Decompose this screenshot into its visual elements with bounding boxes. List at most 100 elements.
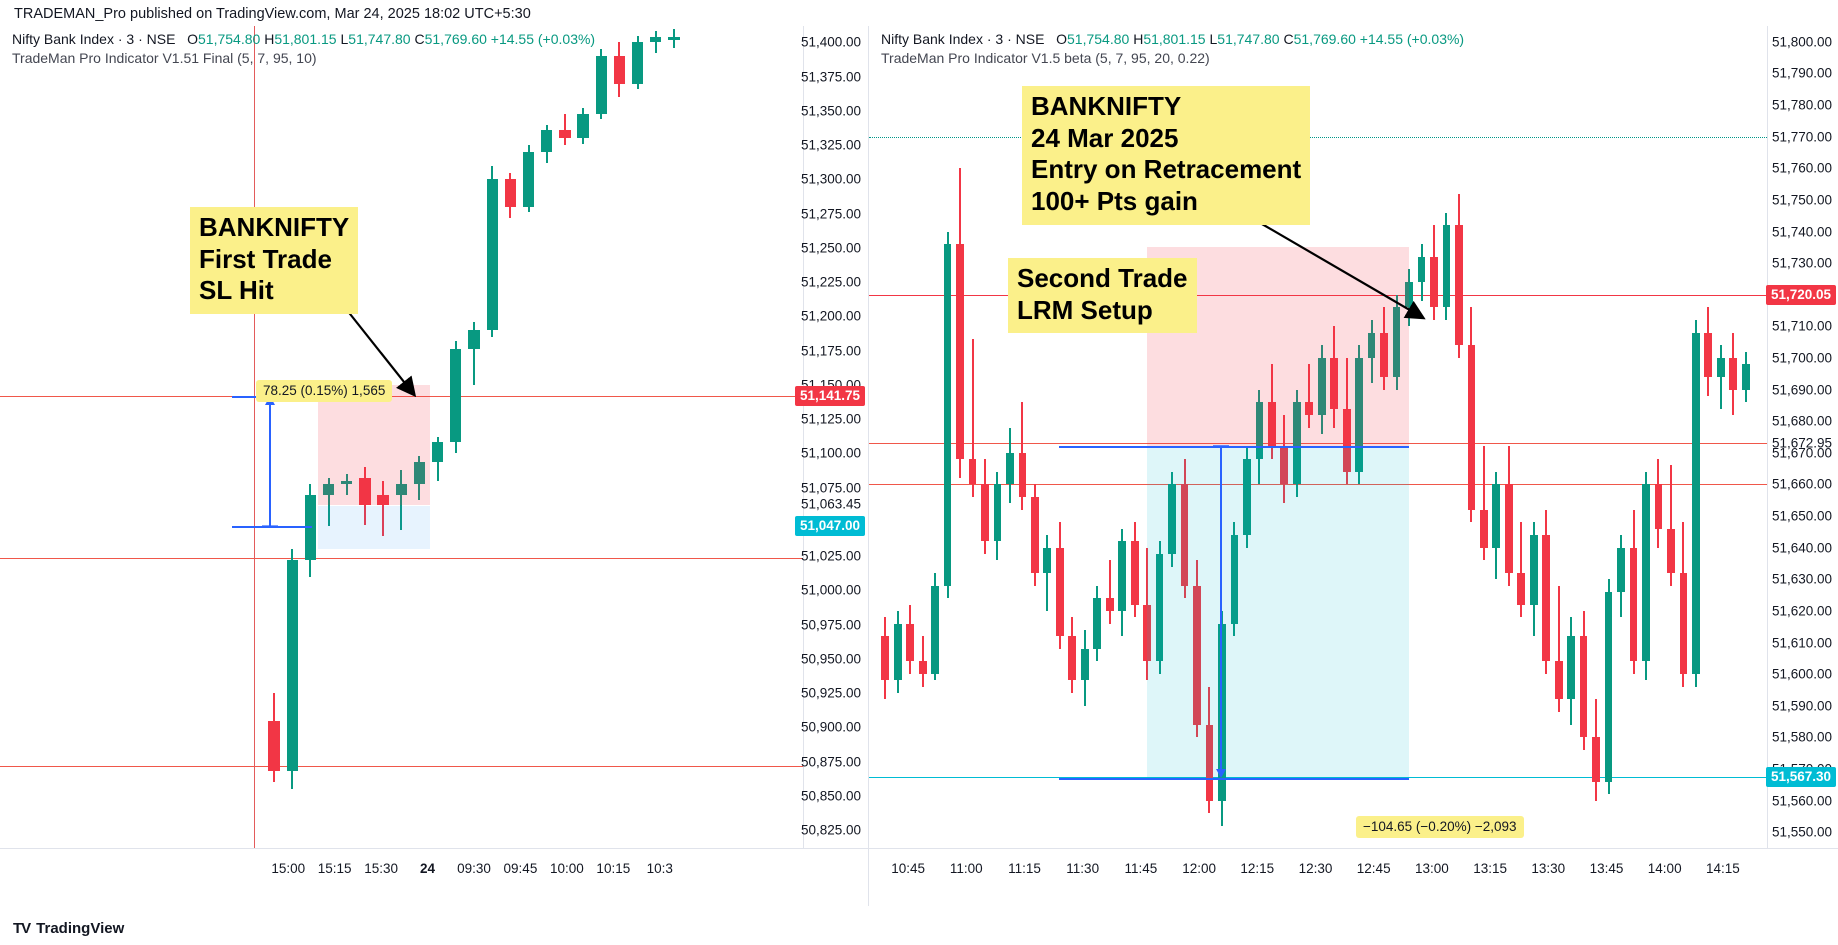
legend-l-value: 51,747.80 [1217,31,1280,47]
price-tick: 50,950.00 [800,651,861,667]
time-tick: 13:30 [1531,861,1566,876]
candle-wick [345,473,348,495]
price-level-line[interactable] [0,765,803,767]
price-tick: 51,590.00 [1771,698,1832,714]
plot-area-right[interactable] [869,26,1767,848]
candle-body [341,480,353,484]
time-tick: 24 [420,861,436,876]
time-tick: 15:30 [364,861,399,876]
plot-area-left[interactable] [0,26,803,848]
price-tick: 51,580.00 [1771,729,1832,745]
legend-symbol[interactable]: Nifty Bank Index [881,31,983,47]
target-line [1059,778,1409,781]
legend-interval[interactable]: 3 [995,31,1004,47]
price-scale-right[interactable]: 51,800.00 51,790.00 51,780.00 51,770.00 51,7… [1765,26,1838,848]
price-tick: 51,275.00 [800,206,861,222]
target-zone[interactable] [1147,446,1409,779]
legend-exchange: NSE [1015,31,1045,47]
legend-h-label: H [264,31,275,47]
legend-change: +14.55 (+0.03%) [1359,31,1465,47]
candle-body [1604,591,1613,782]
time-tick: 13:00 [1414,861,1449,876]
time-tick: 09:45 [503,861,538,876]
candle-body [1592,737,1600,782]
time-tick: 14:15 [1705,861,1740,876]
candle-body [1330,357,1339,409]
price-level-line[interactable] [869,136,1767,138]
price-tick: 51,025.00 [800,548,861,564]
candle-wick [1308,364,1311,428]
legend-l-label: L [1209,31,1218,47]
candle-body [1317,357,1326,415]
candle-body [1068,636,1077,681]
candle-body [1492,484,1501,548]
candle-body [1629,547,1638,662]
candle-body [1342,408,1351,472]
candle-body [1567,636,1576,700]
annotation-second-trade[interactable]: Second Trade LRM Setup [1008,258,1197,334]
time-tick: 11:00 [949,861,983,876]
candle-body [981,484,989,542]
legend-o-label: O [187,31,198,47]
candle-body [359,478,371,506]
candle-wick [327,478,330,527]
annotation-first-trade[interactable]: BANKNIFTY First Trade SL Hit [190,207,359,315]
price-tick: 51,350.00 [800,103,861,119]
candle-body [1729,357,1738,390]
candle-body [893,623,902,681]
candle-body [1667,528,1675,573]
legend-indicator-left[interactable]: TradeMan Pro Indicator V1.51 Final (5, 7… [12,50,317,66]
price-tick: 51,700.00 [1771,350,1832,366]
candle-body [1430,256,1438,308]
price-level-line[interactable] [0,557,803,559]
candle-body [918,661,927,675]
time-tick: 13:45 [1589,861,1624,876]
chart-panel-left[interactable]: Nifty Bank Index · 3 · NSE O51,754.80 H5… [0,26,868,906]
price-level-line[interactable] [869,443,1767,445]
last-price-badge: 51,141.75 [794,386,865,407]
price-tick: 51,790.00 [1771,65,1832,81]
candle-body [631,42,644,84]
candle-wick [400,469,403,531]
price-tick: 51,760.00 [1771,160,1832,176]
legend-indicator-right[interactable]: TradeMan Pro Indicator V1.5 beta (5, 7, … [881,50,1210,66]
time-scale-right[interactable]: 10:45 11:00 11:15 11:30 11:45 12:00 12:15 12:30… [869,848,1838,906]
legend-c-value: 51,769.60 [424,31,487,47]
candle-body [541,130,553,153]
price-level-line[interactable] [869,777,1767,779]
price-tick: 51,640.00 [1771,540,1832,556]
target-price-badge: 51,047.00 [794,516,865,537]
candle-body [559,130,571,139]
candle-body [286,560,298,772]
price-tick: 51,200.00 [800,308,861,324]
price-tick: 51,000.00 [800,582,861,598]
target-zone[interactable] [318,505,430,550]
tradingview-mark-icon: TV [13,920,31,937]
candle-body [413,461,426,484]
price-tick: 50,925.00 [800,685,861,701]
price-tick: 51,750.00 [1771,192,1832,208]
stop-loss-zone[interactable] [318,384,430,506]
legend-o-value: 51,754.80 [1067,31,1130,47]
entry-price-tick: 51,063.45 [800,496,861,511]
price-tick: 50,850.00 [800,788,861,804]
candle-wick [1719,345,1722,409]
legend-symbol[interactable]: Nifty Bank Index [12,31,114,47]
legend-l-label: L [340,31,349,47]
annotation-main-trade[interactable]: BANKNIFTY 24 Mar 2025 Entry on Retraceme… [1022,86,1311,225]
price-level-line[interactable] [869,294,1767,296]
time-tick: 10:00 [549,861,584,876]
candle-body [1741,364,1750,390]
candle-body [468,330,480,350]
time-tick: 09:30 [457,861,491,876]
price-level-line[interactable] [869,484,1767,486]
candle-wick [1669,465,1672,586]
price-tick: 51,600.00 [1771,666,1832,682]
legend-interval[interactable]: 3 [126,31,135,47]
time-scale-left[interactable]: 15:00 15:15 15:30 24 09:30 09:45 10:00 10:15 10:… [0,848,868,906]
chart-panel-right[interactable]: Nifty Bank Index · 3 · NSE O51,754.80 H5… [868,26,1838,906]
price-scale-left[interactable]: 51,400.00 51,375.00 51,350.00 51,325.00 51,3… [794,26,868,848]
price-tick: 51,300.00 [800,171,861,187]
candle-body [943,244,952,586]
price-tick: 51,630.00 [1771,571,1832,587]
